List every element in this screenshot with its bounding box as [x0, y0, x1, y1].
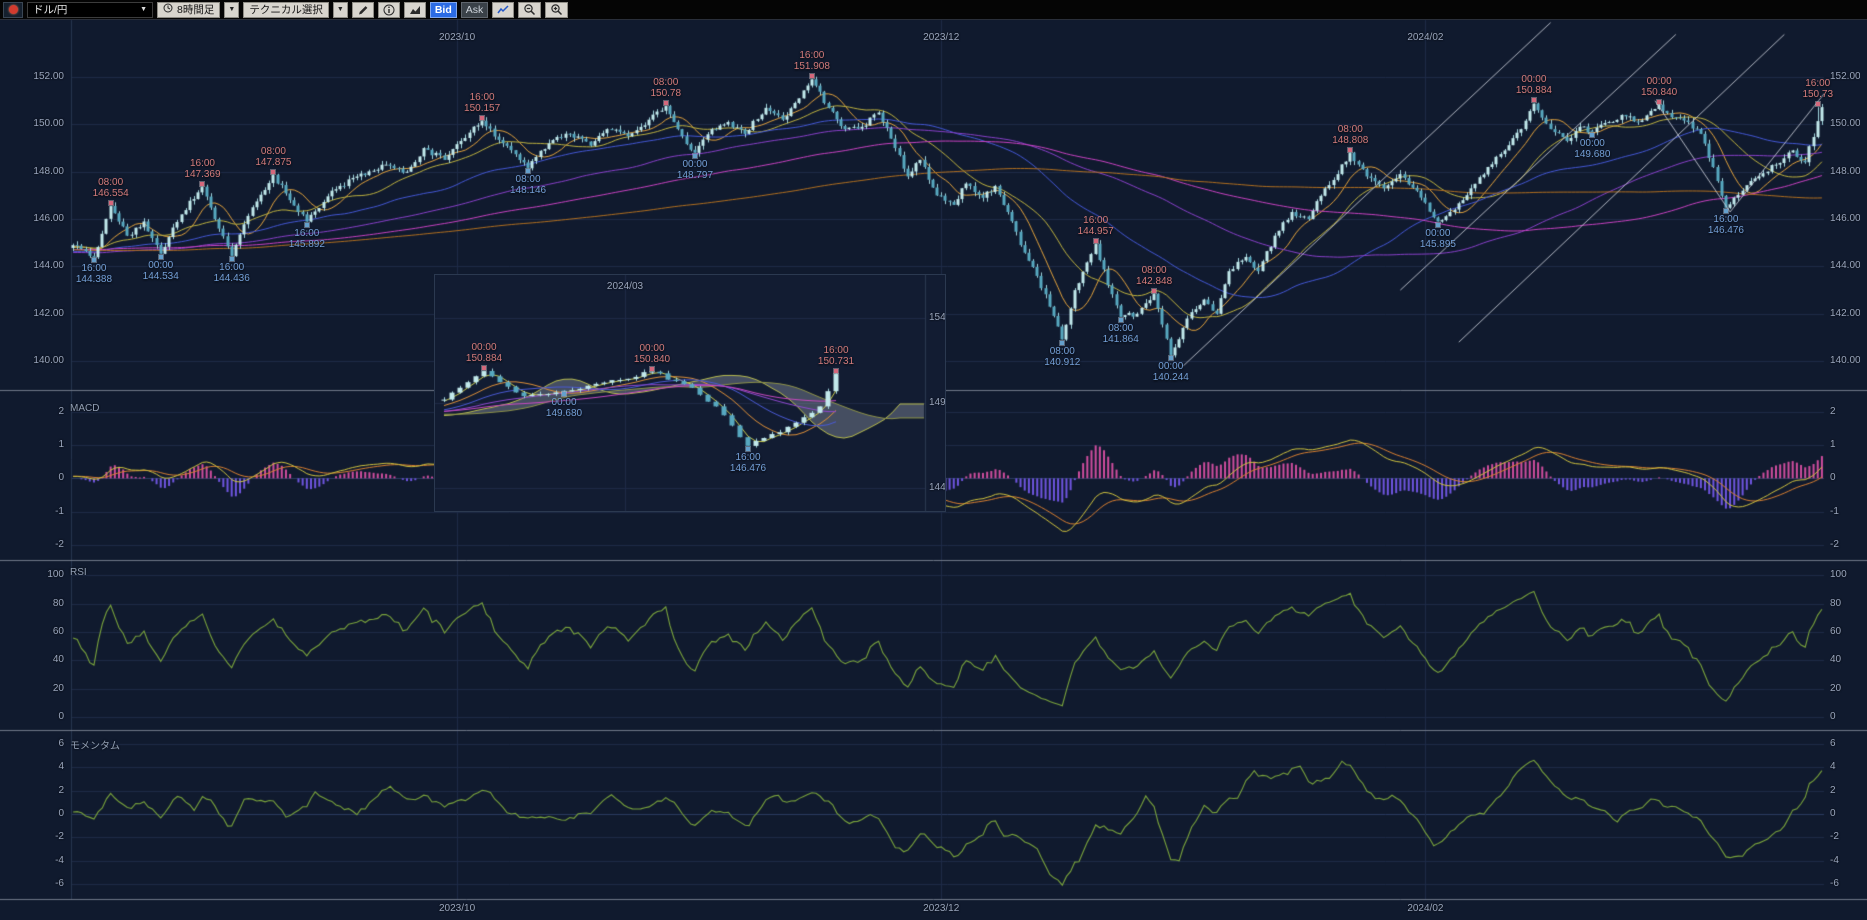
high-marker-icon: [649, 365, 655, 372]
area-chart-icon: [409, 5, 420, 14]
logo-dot-icon: [8, 5, 18, 14]
ask-toggle[interactable]: Ask: [460, 1, 489, 18]
annotation-time: 00:00: [639, 342, 665, 354]
annotation-time: 16:00: [735, 451, 761, 463]
pair-label: ドル/円: [33, 4, 68, 16]
inset-chart-window[interactable]: 2024/03 154.149.144.00:00150.88400:00150…: [434, 274, 946, 512]
timeframe-label: 8時間足: [177, 4, 215, 16]
line-chart-icon: [497, 4, 509, 13]
annotation-time: 16:00: [823, 344, 849, 356]
line-chart-button[interactable]: [492, 1, 515, 18]
timeframe-selector[interactable]: 8時間足: [157, 1, 221, 18]
inset-canvas[interactable]: [435, 275, 945, 511]
toolbar: ドル/円 ▼ 8時間足 ▼ テクニカル選択 ▼ Bid Ask: [0, 0, 1867, 20]
low-marker-icon: [745, 445, 751, 452]
high-price-annotation: 00:00 150.840: [620, 343, 684, 365]
timeframe-dropdown-button[interactable]: ▼: [224, 1, 240, 18]
pencil-icon: [358, 5, 368, 14]
info-button[interactable]: [377, 1, 400, 18]
high-marker-icon: [481, 364, 487, 371]
info-icon: [383, 4, 395, 15]
technical-dropdown-button[interactable]: ▼: [332, 1, 348, 18]
inset-axis-label: 144.: [929, 482, 946, 493]
annotation-price: 150.731: [817, 355, 855, 367]
bid-toggle[interactable]: Bid: [429, 1, 457, 18]
zoom-out-button[interactable]: [518, 1, 542, 18]
low-price-annotation: 16:00 146.476: [716, 452, 780, 474]
technical-selector[interactable]: テクニカル選択: [243, 1, 329, 18]
zoom-out-icon: [524, 4, 536, 16]
app-logo-icon[interactable]: [3, 1, 23, 18]
zoom-in-button[interactable]: [545, 1, 569, 18]
technical-label: テクニカル選択: [249, 4, 323, 16]
inset-axis-label: 149.: [929, 397, 946, 408]
annotation-price: 150.840: [633, 353, 671, 365]
zoom-in-icon: [551, 4, 563, 16]
inset-date-label: 2024/03: [606, 281, 644, 292]
annotation-time: 00:00: [471, 341, 497, 353]
high-price-annotation: 00:00 150.884: [452, 342, 516, 364]
clock-icon: [163, 3, 173, 16]
low-marker-icon: [561, 391, 567, 398]
inset-axis-label: 154.: [929, 312, 946, 323]
area-chart-button[interactable]: [403, 1, 426, 18]
high-marker-icon: [833, 367, 839, 374]
annotation-time: 00:00: [551, 397, 577, 409]
annotation-price: 149.680: [545, 408, 583, 420]
low-price-annotation: 00:00 149.680: [532, 397, 596, 419]
pair-selector[interactable]: ドル/円 ▼: [27, 1, 153, 18]
annotation-price: 150.884: [465, 352, 503, 364]
high-price-annotation: 16:00 150.731: [804, 345, 868, 367]
annotation-price: 146.476: [729, 462, 767, 474]
chevron-down-icon: ▼: [140, 6, 147, 13]
draw-pencil-button[interactable]: [351, 1, 374, 18]
